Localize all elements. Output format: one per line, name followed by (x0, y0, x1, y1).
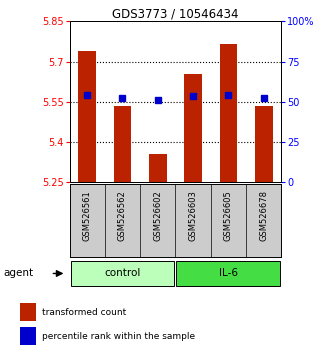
Bar (20, 326, 36, 345)
Bar (114, 106, 131, 182)
Text: transformed count: transformed count (42, 308, 126, 317)
Bar (255, 106, 272, 182)
Text: GSM526561: GSM526561 (83, 190, 92, 241)
Bar (219, 44, 237, 182)
Bar (184, 74, 202, 182)
Text: GSM526605: GSM526605 (224, 190, 233, 241)
Text: percentile rank within the sample: percentile rank within the sample (42, 332, 195, 341)
Text: GSM526562: GSM526562 (118, 190, 127, 241)
Text: GSM526602: GSM526602 (153, 190, 162, 241)
Bar (20, 303, 36, 321)
Bar (149, 154, 166, 182)
Text: agent: agent (3, 268, 33, 279)
Text: GSM526678: GSM526678 (259, 190, 268, 241)
Bar (78, 51, 96, 182)
Text: IL-6: IL-6 (219, 268, 238, 279)
Title: GDS3773 / 10546434: GDS3773 / 10546434 (112, 7, 239, 20)
FancyBboxPatch shape (176, 261, 280, 286)
FancyBboxPatch shape (71, 261, 174, 286)
Text: GSM526603: GSM526603 (189, 190, 198, 241)
Text: control: control (104, 268, 141, 279)
